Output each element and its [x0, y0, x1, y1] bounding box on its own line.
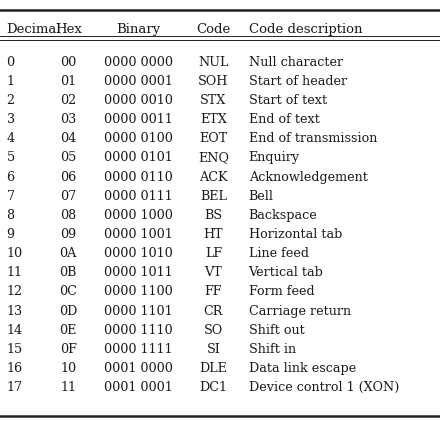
Text: FF: FF [205, 285, 222, 298]
Text: ACK: ACK [199, 171, 228, 184]
Text: 14: 14 [7, 324, 23, 337]
Text: 0000 0001: 0000 0001 [104, 75, 173, 88]
Text: Carriage return: Carriage return [249, 305, 351, 317]
Text: 0000 1000: 0000 1000 [104, 209, 173, 222]
Text: Binary: Binary [117, 23, 161, 36]
Text: Decimal: Decimal [7, 23, 61, 36]
Text: SOH: SOH [198, 75, 229, 88]
Text: 0E: 0E [59, 324, 77, 337]
Text: 06: 06 [60, 171, 76, 184]
Text: BS: BS [205, 209, 222, 222]
Text: 00: 00 [60, 56, 76, 69]
Text: Enquiry: Enquiry [249, 151, 300, 164]
Text: 6: 6 [7, 171, 15, 184]
Text: 0000 1001: 0000 1001 [104, 228, 173, 241]
Text: 07: 07 [60, 189, 76, 203]
Text: 13: 13 [7, 305, 23, 317]
Text: Backspace: Backspace [249, 209, 317, 222]
Text: Form feed: Form feed [249, 285, 314, 298]
Text: Code: Code [196, 23, 231, 36]
Text: Acknowledgement: Acknowledgement [249, 171, 367, 184]
Text: 3: 3 [7, 113, 15, 126]
Text: 0001 0001: 0001 0001 [104, 381, 173, 394]
Text: VT: VT [205, 266, 222, 279]
Text: 0000 0101: 0000 0101 [104, 151, 173, 164]
Text: 03: 03 [60, 113, 76, 126]
Text: 7: 7 [7, 189, 15, 203]
Text: 09: 09 [60, 228, 76, 241]
Text: 0000 0100: 0000 0100 [104, 132, 173, 145]
Text: ENQ: ENQ [198, 151, 229, 164]
Text: DC1: DC1 [199, 381, 227, 394]
Text: 15: 15 [7, 343, 23, 356]
Text: 02: 02 [60, 94, 76, 107]
Text: 0000 1010: 0000 1010 [104, 247, 173, 260]
Text: 8: 8 [7, 209, 15, 222]
Text: 0C: 0C [59, 285, 77, 298]
Text: 0000 0010: 0000 0010 [104, 94, 173, 107]
Text: Horizontal tab: Horizontal tab [249, 228, 342, 241]
Text: 0A: 0A [59, 247, 77, 260]
Text: 1: 1 [7, 75, 15, 88]
Text: 0000 1011: 0000 1011 [104, 266, 173, 279]
Text: 10: 10 [7, 247, 23, 260]
Text: 9: 9 [7, 228, 15, 241]
Text: 0000 0111: 0000 0111 [104, 189, 173, 203]
Text: 11: 11 [7, 266, 22, 279]
Text: 0000 1111: 0000 1111 [104, 343, 173, 356]
Text: 17: 17 [7, 381, 23, 394]
Text: BEL: BEL [200, 189, 227, 203]
Text: Vertical tab: Vertical tab [249, 266, 323, 279]
Text: EOT: EOT [199, 132, 227, 145]
Text: 0000 0011: 0000 0011 [104, 113, 173, 126]
Text: Shift in: Shift in [249, 343, 296, 356]
Text: 0000 0000: 0000 0000 [104, 56, 173, 69]
Text: 0000 1101: 0000 1101 [104, 305, 173, 317]
Text: DLE: DLE [199, 362, 227, 375]
Text: 12: 12 [7, 285, 23, 298]
Text: Shift out: Shift out [249, 324, 304, 337]
Text: 04: 04 [60, 132, 76, 145]
Text: HT: HT [204, 228, 223, 241]
Text: 08: 08 [60, 209, 76, 222]
Text: ETX: ETX [200, 113, 227, 126]
Text: STX: STX [200, 94, 227, 107]
Text: Start of header: Start of header [249, 75, 347, 88]
Text: 0: 0 [7, 56, 15, 69]
Text: 0001 0000: 0001 0000 [104, 362, 173, 375]
Text: Data link escape: Data link escape [249, 362, 356, 375]
Text: 4: 4 [7, 132, 15, 145]
Text: 0000 1100: 0000 1100 [104, 285, 173, 298]
Text: 16: 16 [7, 362, 23, 375]
Text: 0000 1110: 0000 1110 [104, 324, 173, 337]
Text: LF: LF [205, 247, 222, 260]
Text: 0B: 0B [59, 266, 77, 279]
Text: Null character: Null character [249, 56, 343, 69]
Text: End of text: End of text [249, 113, 319, 126]
Text: Start of text: Start of text [249, 94, 327, 107]
Text: 11: 11 [60, 381, 76, 394]
Text: SI: SI [206, 343, 220, 356]
Text: 5: 5 [7, 151, 15, 164]
Text: Hex: Hex [55, 23, 82, 36]
Text: Bell: Bell [249, 189, 274, 203]
Text: 0D: 0D [59, 305, 77, 317]
Text: NUL: NUL [198, 56, 229, 69]
Text: 10: 10 [60, 362, 76, 375]
Text: Device control 1 (XON): Device control 1 (XON) [249, 381, 399, 394]
Text: CR: CR [204, 305, 223, 317]
Text: SO: SO [204, 324, 223, 337]
Text: End of transmission: End of transmission [249, 132, 377, 145]
Text: 01: 01 [60, 75, 76, 88]
Text: Line feed: Line feed [249, 247, 308, 260]
Text: Code description: Code description [249, 23, 362, 36]
Text: 2: 2 [7, 94, 15, 107]
Text: 0000 0110: 0000 0110 [104, 171, 173, 184]
Text: 05: 05 [60, 151, 77, 164]
Text: 0F: 0F [60, 343, 77, 356]
